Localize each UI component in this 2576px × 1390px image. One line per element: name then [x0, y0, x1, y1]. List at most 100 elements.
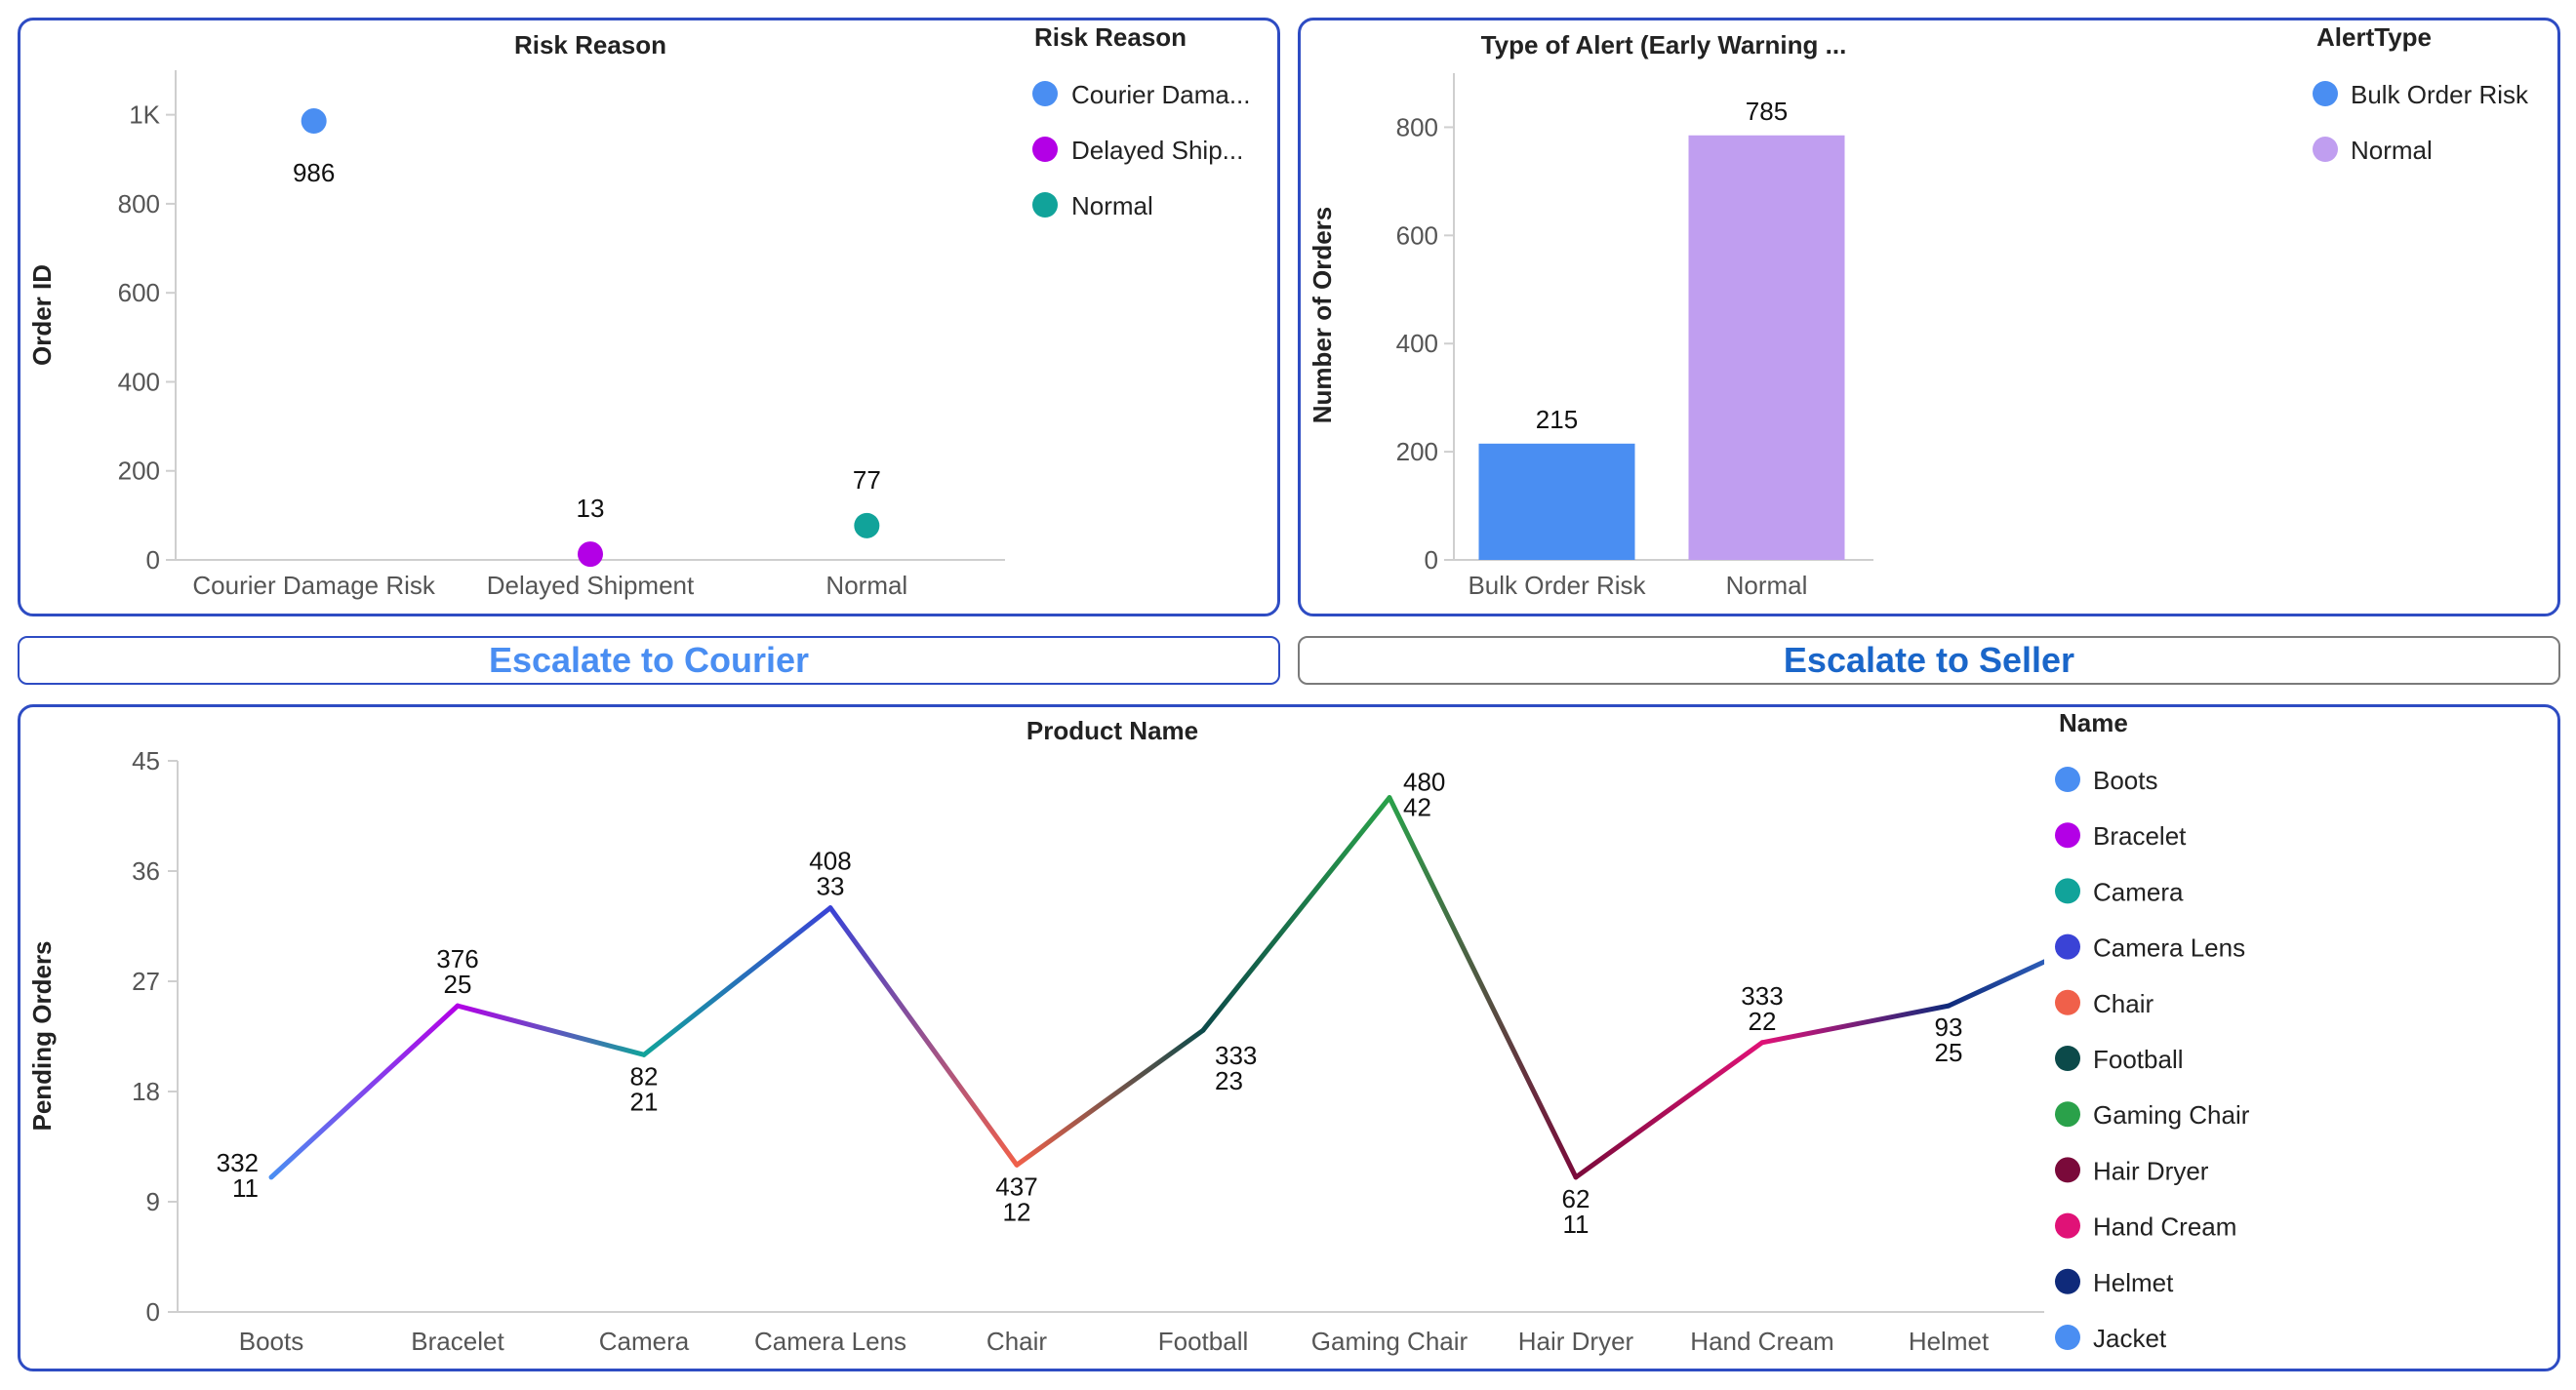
data-label: 33 [817, 872, 845, 901]
y-tick-label: 800 [1396, 112, 1438, 141]
line-segment [1573, 1040, 1765, 1180]
legend-title: Name [2059, 708, 2128, 737]
y-axis-label: Number of Orders [1308, 207, 1337, 424]
x-tick-label: Courier Damage Risk [192, 571, 436, 600]
legend-item: Hair Dryer [2093, 1156, 2209, 1185]
chart-title: Type of Alert (Early Warning ... [1481, 30, 1847, 60]
data-label: 12 [1003, 1197, 1031, 1226]
data-label: 785 [1746, 97, 1788, 126]
line-segment [1200, 795, 1392, 1033]
data-label: 215 [1536, 405, 1578, 434]
y-tick-label: 45 [132, 746, 160, 775]
legend-item: Delayed Ship... [1071, 136, 1243, 165]
legend-swatch [1032, 137, 1058, 162]
data-label: 13 [577, 494, 605, 523]
chart-title: Product Name [1026, 716, 1198, 745]
y-axis-label: Order ID [27, 264, 57, 366]
legend-item: Football [2093, 1045, 2184, 1074]
escalate-to-courier-button[interactable]: Escalate to Courier [18, 636, 1280, 685]
data-label: 11 [232, 1173, 259, 1203]
bar [1478, 443, 1635, 560]
legend-item: Bulk Order Risk [2351, 80, 2529, 109]
x-tick-label: Hand Cream [1690, 1327, 1833, 1356]
escalate-to-seller-button[interactable]: Escalate to Seller [1298, 636, 2560, 685]
data-label-secondary: 408 [809, 847, 851, 876]
legend-item: Hand Cream [2093, 1212, 2236, 1242]
x-tick-label: Bulk Order Risk [1468, 571, 1646, 600]
legend-swatch [2313, 81, 2338, 106]
data-label-secondary: 82 [630, 1061, 659, 1091]
data-label-secondary: 333 [1215, 1041, 1257, 1070]
line-series [268, 795, 2044, 1180]
y-tick-label: 200 [118, 457, 160, 486]
legend-swatch [2055, 1101, 2080, 1128]
line-segment [1014, 1027, 1206, 1168]
legend-title: Risk Reason [1034, 22, 1187, 52]
data-label: 11 [1563, 1210, 1590, 1239]
chart-title: Risk Reason [514, 30, 666, 60]
data-label: 42 [1403, 793, 1431, 822]
x-tick-label: Bracelet [411, 1327, 504, 1356]
y-tick-label: 400 [1396, 329, 1438, 358]
y-tick-label: 36 [132, 856, 160, 886]
product-panel [18, 704, 2560, 1371]
x-tick-label: Boots [239, 1327, 304, 1356]
legend-swatch [2055, 989, 2080, 1015]
legend-item: Boots [2093, 766, 2158, 795]
y-tick-label: 1K [129, 100, 160, 130]
line-segment [1387, 795, 1579, 1180]
legend-swatch [2055, 1268, 2080, 1294]
legend-item: Camera Lens [2093, 933, 2245, 963]
scatter-point [301, 108, 327, 135]
line-segment [641, 905, 833, 1057]
x-tick-label: Camera Lens [754, 1327, 906, 1356]
x-tick-label: Helmet [1909, 1327, 1990, 1356]
data-label: 21 [630, 1087, 659, 1116]
legend-item: Helmet [2093, 1268, 2174, 1297]
legend-swatch [2313, 137, 2338, 162]
legend-swatch [2055, 822, 2080, 849]
y-tick-label: 0 [146, 1297, 160, 1327]
x-tick-label: Hair Dryer [1518, 1327, 1634, 1356]
y-tick-label: 600 [118, 278, 160, 307]
legend-item: Chair [2093, 989, 2153, 1018]
legend-item: Camera [2093, 877, 2184, 906]
data-label-secondary: 62 [1562, 1184, 1590, 1213]
x-tick-label: Normal [825, 571, 907, 600]
legend-item: Jacket [2093, 1324, 2167, 1353]
data-label: 25 [444, 970, 472, 999]
legend-title: AlertType [2316, 22, 2432, 52]
legend-item: Bracelet [2093, 821, 2187, 851]
bar [1688, 135, 1845, 560]
legend-swatch [1032, 192, 1058, 218]
y-axis-label: Pending Orders [27, 940, 57, 1131]
y-tick-label: 400 [118, 367, 160, 396]
data-label-secondary: 93 [1935, 1013, 1963, 1042]
data-label: 22 [1749, 1007, 1777, 1036]
data-label: 23 [1215, 1066, 1243, 1095]
line-segment [268, 1003, 461, 1180]
x-tick-label: Camera [599, 1327, 690, 1356]
data-label: 25 [1935, 1038, 1963, 1067]
y-tick-label: 200 [1396, 437, 1438, 466]
data-label: 77 [853, 465, 881, 495]
y-tick-label: 600 [1396, 220, 1438, 250]
data-label-secondary: 333 [1741, 981, 1783, 1011]
x-tick-label: Chair [986, 1327, 1047, 1356]
scatter-point [578, 541, 603, 568]
legend-swatch [2055, 933, 2080, 960]
legend-item: Courier Dama... [1071, 80, 1251, 109]
legend-swatch [2055, 767, 2080, 792]
y-tick-label: 18 [132, 1077, 160, 1106]
data-label-secondary: 332 [217, 1148, 259, 1177]
scatter-point [854, 512, 880, 538]
x-tick-label: Gaming Chair [1311, 1327, 1469, 1356]
legend-swatch [1032, 81, 1058, 106]
legend-item: Gaming Chair [2093, 1100, 2250, 1130]
x-tick-label: Football [1158, 1327, 1249, 1356]
y-tick-label: 0 [146, 545, 160, 575]
legend-item: Normal [1071, 191, 1153, 220]
line-segment [1759, 1003, 1952, 1046]
line-segment [1946, 959, 2044, 1009]
